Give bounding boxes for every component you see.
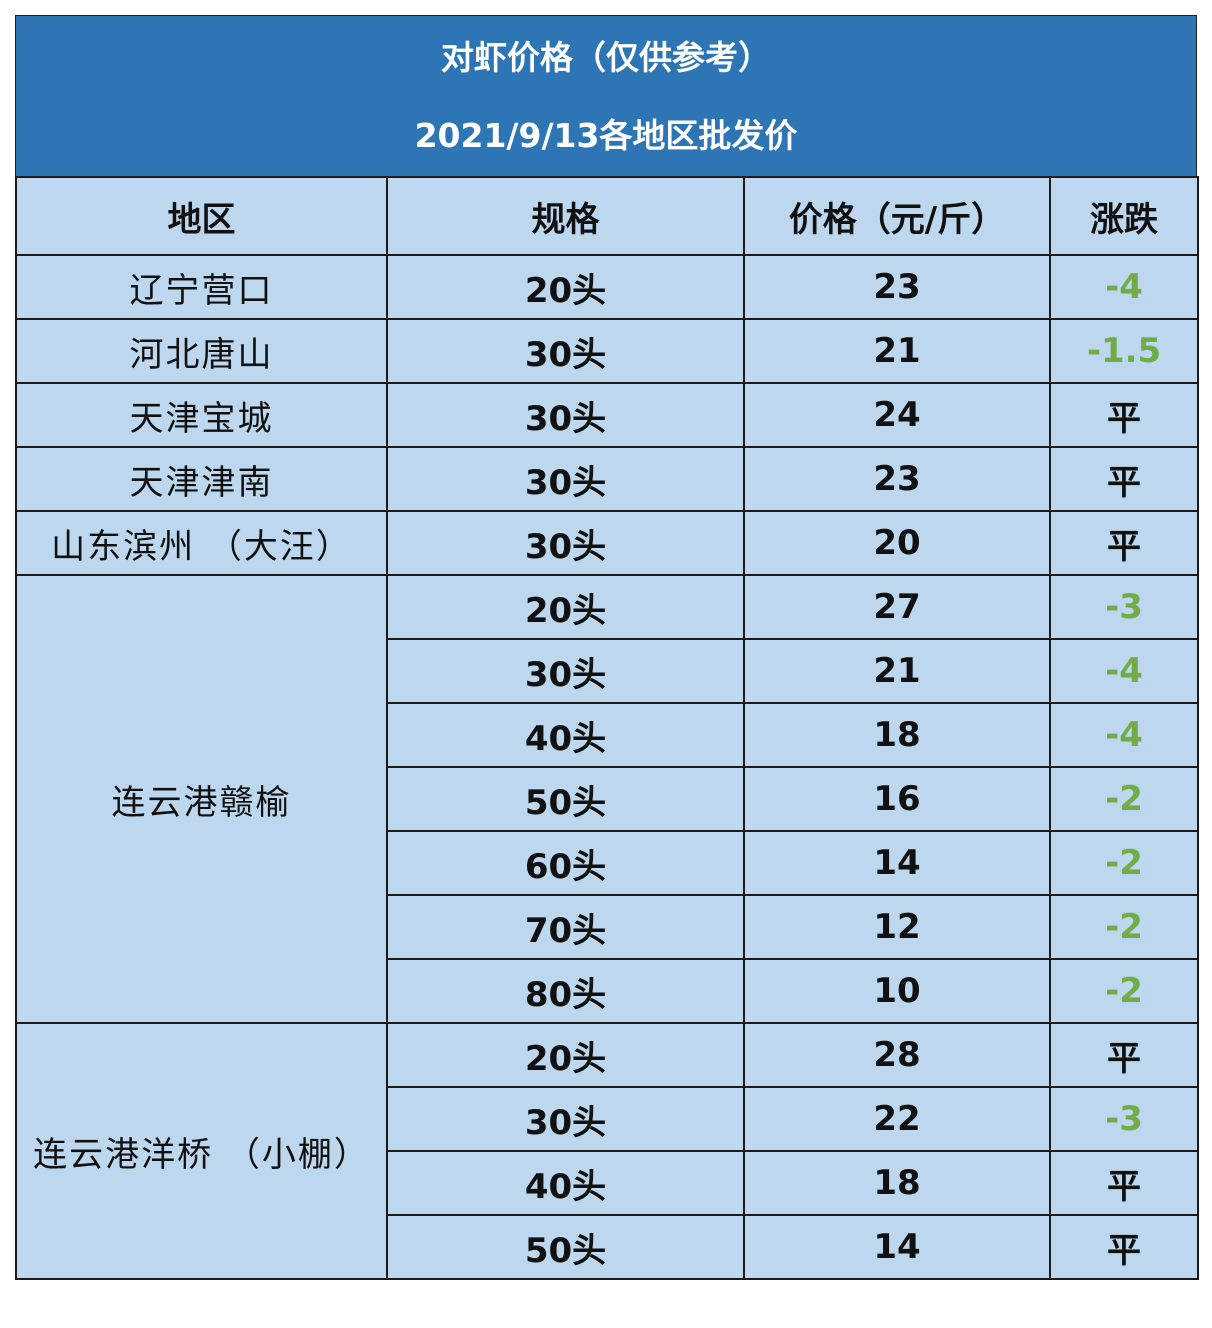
header-spec: 规格 (386, 176, 745, 256)
spec-cell: 20头 (386, 1022, 745, 1088)
region-cell: 辽宁营口 (15, 254, 388, 320)
change-cell: -1.5 (1049, 318, 1199, 384)
change-cell: 平 (1049, 510, 1199, 576)
price-cell: 23 (743, 254, 1051, 320)
region-cell: 天津宝城 (15, 382, 388, 448)
price-sheet: 对虾价格（仅供参考） 2021/9/13各地区批发价 地区 规格 价格（元/斤）… (15, 15, 1199, 1280)
price-cell: 21 (743, 638, 1051, 704)
price-table: 地区 规格 价格（元/斤） 涨跌 辽宁营口 20头 23 -4 河北唐山 30头 21 -1.… (15, 176, 1199, 1280)
table-row: 70头 12 -2 (16, 894, 1199, 960)
spec-cell: 30头 (386, 318, 745, 384)
table-row: 40头 18 平 (16, 1150, 1199, 1216)
price-cell: 27 (743, 574, 1051, 640)
sheet-title: 对虾价格（仅供参考） (441, 38, 771, 77)
change-cell: 平 (1049, 1022, 1199, 1088)
price-cell: 14 (743, 1214, 1051, 1280)
spec-cell: 40头 (386, 702, 745, 768)
change-cell: -3 (1049, 574, 1199, 640)
spec-cell: 70头 (386, 894, 745, 960)
price-cell: 18 (743, 1150, 1051, 1216)
table-row: 辽宁营口 20头 23 -4 (15, 254, 1199, 320)
header-region: 地区 (15, 176, 388, 256)
change-cell: 平 (1049, 382, 1199, 448)
table-row: 30头 22 -3 (16, 1086, 1199, 1152)
spec-cell: 30头 (386, 382, 745, 448)
spec-cell: 30头 (386, 638, 745, 704)
spec-cell: 60头 (386, 830, 745, 896)
change-cell: -2 (1049, 766, 1199, 832)
change-cell: 平 (1049, 1214, 1199, 1280)
table-row: 80头 10 -2 (16, 958, 1199, 1024)
price-cell: 10 (743, 958, 1051, 1024)
change-cell: -4 (1049, 638, 1199, 704)
table-row: 天津宝城 30头 24 平 (15, 382, 1199, 448)
spec-cell: 40头 (386, 1150, 745, 1216)
change-cell: -2 (1049, 958, 1199, 1024)
price-cell: 28 (743, 1022, 1051, 1088)
sheet-subtitle: 2021/9/13各地区批发价 (414, 116, 798, 155)
table-row: 50头 16 -2 (16, 766, 1199, 832)
spec-cell: 20头 (386, 574, 745, 640)
price-cell: 14 (743, 830, 1051, 896)
title-banner: 对虾价格（仅供参考） 2021/9/13各地区批发价 (15, 15, 1197, 177)
region-cell: 河北唐山 (15, 318, 388, 384)
price-cell: 21 (743, 318, 1051, 384)
price-cell: 22 (743, 1086, 1051, 1152)
region-cell: 山东滨州 （大汪） (15, 510, 388, 576)
spec-cell: 80头 (386, 958, 745, 1024)
price-cell: 23 (743, 446, 1051, 512)
table-row: 山东滨州 （大汪） 30头 20 平 (15, 510, 1199, 576)
change-cell: -4 (1049, 702, 1199, 768)
change-cell: -2 (1049, 894, 1199, 960)
spec-cell: 50头 (386, 766, 745, 832)
table-row: 连云港洋桥 （小棚） 20头 28 平 (15, 1022, 1199, 1280)
change-cell: -2 (1049, 830, 1199, 896)
change-cell: -4 (1049, 254, 1199, 320)
table-row: 50头 14 平 (16, 1214, 1199, 1280)
table-row: 天津津南 30头 23 平 (15, 446, 1199, 512)
price-cell: 16 (743, 766, 1051, 832)
table-row: 连云港赣榆 20头 27 -3 (15, 574, 1199, 1024)
price-cell: 12 (743, 894, 1051, 960)
spec-cell: 50头 (386, 1214, 745, 1280)
table-body: 辽宁营口 20头 23 -4 河北唐山 30头 21 -1.5 天津宝城 30头 24 平天津津南 30… (15, 254, 1199, 1280)
region-cell: 连云港赣榆 (15, 574, 388, 1024)
spec-cell: 30头 (386, 1086, 745, 1152)
price-cell: 20 (743, 510, 1051, 576)
spec-cell: 20头 (386, 254, 745, 320)
table-row: 30头 21 -4 (16, 638, 1199, 704)
change-cell: -3 (1049, 1086, 1199, 1152)
price-cell: 24 (743, 382, 1051, 448)
spec-cell: 30头 (386, 446, 745, 512)
table-row: 40头 18 -4 (16, 702, 1199, 768)
region-cell: 天津津南 (15, 446, 388, 512)
header-price: 价格（元/斤） (743, 176, 1051, 256)
header-change: 涨跌 (1049, 176, 1199, 256)
spec-cell: 30头 (386, 510, 745, 576)
table-row: 60头 14 -2 (16, 830, 1199, 896)
change-cell: 平 (1049, 1150, 1199, 1216)
header-row: 地区 规格 价格（元/斤） 涨跌 (15, 176, 1199, 256)
region-cell: 连云港洋桥 （小棚） (15, 1022, 388, 1280)
change-cell: 平 (1049, 446, 1199, 512)
table-row: 河北唐山 30头 21 -1.5 (15, 318, 1199, 384)
price-cell: 18 (743, 702, 1051, 768)
